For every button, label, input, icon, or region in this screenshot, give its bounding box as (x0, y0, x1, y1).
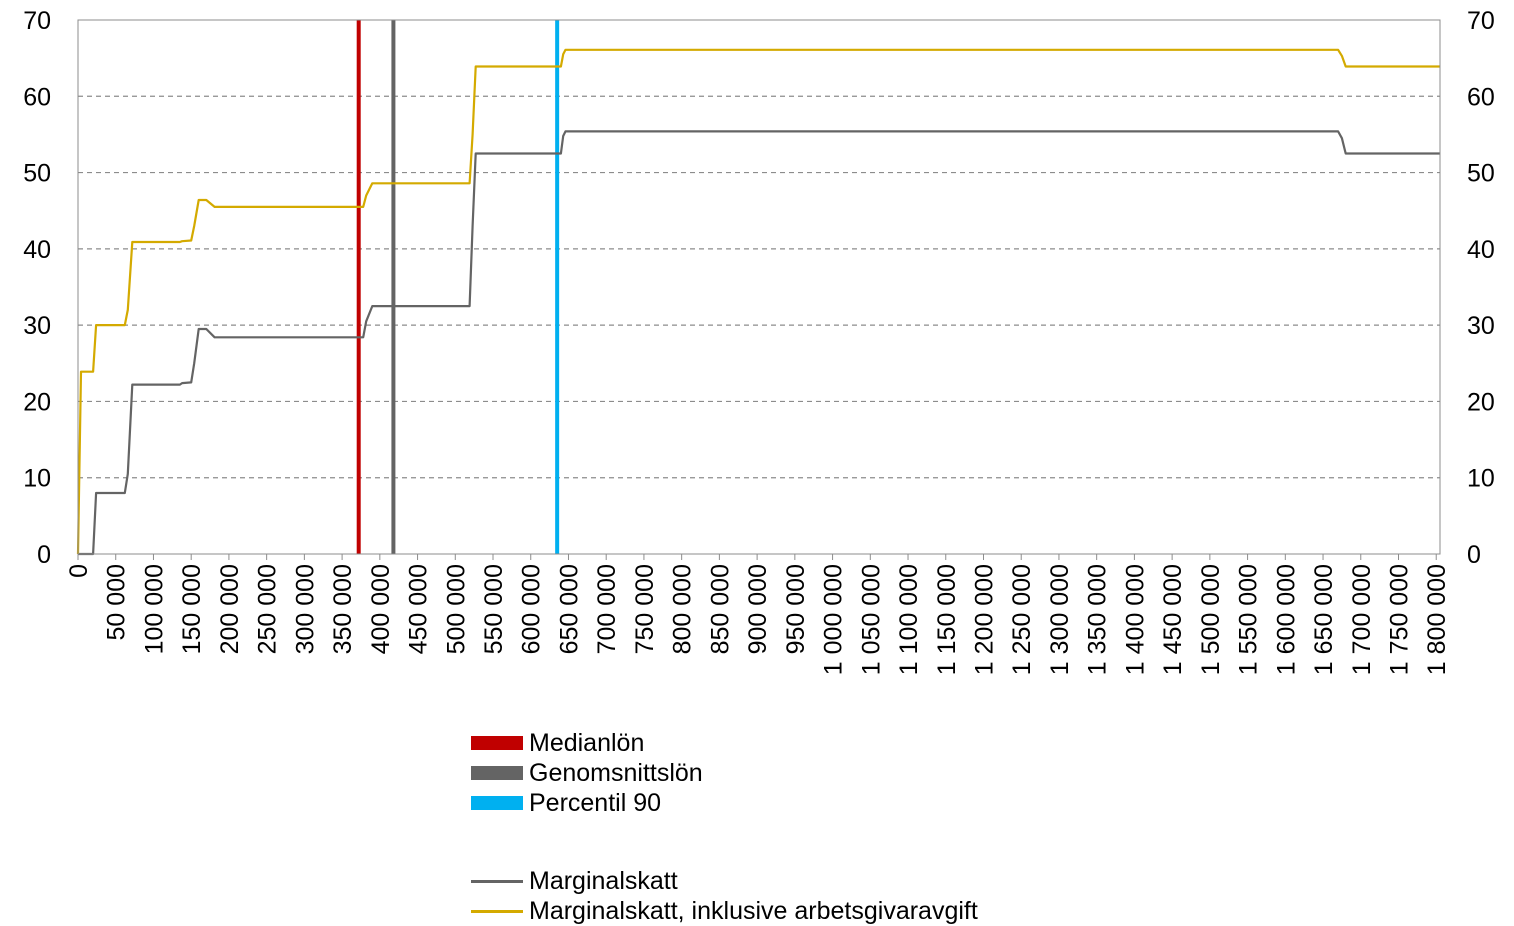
x-tick-label: 1 800 000 (1423, 564, 1451, 675)
series-line-0 (78, 130, 1440, 556)
x-tick-label: 1 650 000 (1310, 564, 1338, 675)
x-tick-label: 700 000 (593, 564, 621, 654)
y-tick-label-left: 30 (23, 312, 51, 340)
y-tick-label-right: 40 (1467, 236, 1495, 264)
legend-item-marginal-tax: Marginalskatt (471, 866, 978, 896)
x-tick-label: 1 150 000 (933, 564, 961, 675)
x-tick-label: 1 000 000 (820, 564, 848, 675)
legend-item-p90: Percentil 90 (471, 788, 978, 818)
x-tick-label: 1 450 000 (1159, 564, 1187, 675)
x-tick-label: 200 000 (216, 564, 244, 654)
legend-label-marginal-tax-incl: Marginalskatt, inklusive arbetsgivaravgi… (529, 896, 978, 925)
y-tick-label-right: 20 (1467, 388, 1495, 416)
x-tick-label: 1 750 000 (1385, 564, 1413, 675)
legend: Medianlön Genomsnittslön Percentil 90 Ma… (471, 728, 978, 926)
x-tick-label: 1 600 000 (1272, 564, 1300, 675)
x-tick-label: 300 000 (291, 564, 319, 654)
x-tick-label: 600 000 (518, 564, 546, 654)
marker-layer (356, 20, 560, 554)
legend-gap (471, 818, 978, 866)
x-tick-label: 650 000 (555, 564, 583, 654)
legend-label-p90: Percentil 90 (529, 788, 662, 817)
x-tick-label: 0 (65, 564, 93, 578)
x-tick-label: 550 000 (480, 564, 508, 654)
legend-swatch-median (471, 736, 523, 750)
x-tick-label: 1 100 000 (895, 564, 923, 675)
legend-label-marginal-tax: Marginalskatt (529, 866, 678, 895)
x-tick-label: 1 500 000 (1197, 564, 1225, 675)
x-tick-label: 800 000 (669, 564, 697, 654)
y-tick-label-left: 10 (23, 465, 51, 493)
x-tick-label: 350 000 (329, 564, 357, 654)
y-tick-label-left: 50 (23, 160, 51, 188)
legend-label-average: Genomsnittslön (529, 758, 703, 787)
y-tick-label-left: 0 (37, 541, 51, 569)
x-tick-label: 100 000 (140, 564, 168, 654)
y-tick-label-left: 70 (23, 7, 51, 35)
grid-layer (78, 95, 1440, 479)
x-tick-label: 1 700 000 (1348, 564, 1376, 675)
legend-item-marginal-tax-incl: Marginalskatt, inklusive arbetsgivaravgi… (471, 896, 978, 926)
x-tick-label: 1 050 000 (857, 564, 885, 675)
y-tick-label-right: 60 (1467, 83, 1495, 111)
x-tick-label: 1 250 000 (1008, 564, 1036, 675)
x-tick-label: 50 000 (103, 564, 131, 640)
plot-area-border (77, 19, 1441, 555)
legend-swatch-average (471, 766, 523, 780)
legend-swatch-marginal-tax (471, 879, 523, 883)
x-tick-label: 1 350 000 (1084, 564, 1112, 675)
x-tick-label: 1 200 000 (970, 564, 998, 675)
x-tick-label: 1 550 000 (1235, 564, 1263, 675)
x-tick-label: 250 000 (254, 564, 282, 654)
legend-swatch-marginal-tax-incl (471, 909, 523, 913)
legend-item-median: Medianlön (471, 728, 978, 758)
legend-label-median: Medianlön (529, 728, 645, 757)
legend-item-average: Genomsnittslön (471, 758, 978, 788)
y-tick-label-right: 70 (1467, 7, 1495, 35)
y-tick-label-right: 0 (1467, 541, 1481, 569)
y-tick-label-right: 10 (1467, 465, 1495, 493)
series-layer (76, 48, 1440, 556)
y-tick-label-left: 40 (23, 236, 51, 264)
x-tick-label: 850 000 (706, 564, 734, 654)
x-tick-label: 500 000 (442, 564, 470, 654)
x-tick-label: 150 000 (178, 564, 206, 654)
x-tick-label: 900 000 (744, 564, 772, 654)
x-tick-label: 450 000 (405, 564, 433, 654)
series-line-1 (76, 48, 1440, 555)
y-tick-label-right: 30 (1467, 312, 1495, 340)
x-tick-label: 1 300 000 (1046, 564, 1074, 675)
y-tick-label-right: 50 (1467, 160, 1495, 188)
x-tick-label: 950 000 (782, 564, 810, 654)
legend-swatch-p90 (471, 796, 523, 810)
y-tick-label-left: 60 (23, 83, 51, 111)
x-tick-label: 400 000 (367, 564, 395, 654)
x-tick-label: 750 000 (631, 564, 659, 654)
y-tick-label-left: 20 (23, 388, 51, 416)
x-tick-label: 1 400 000 (1121, 564, 1149, 675)
